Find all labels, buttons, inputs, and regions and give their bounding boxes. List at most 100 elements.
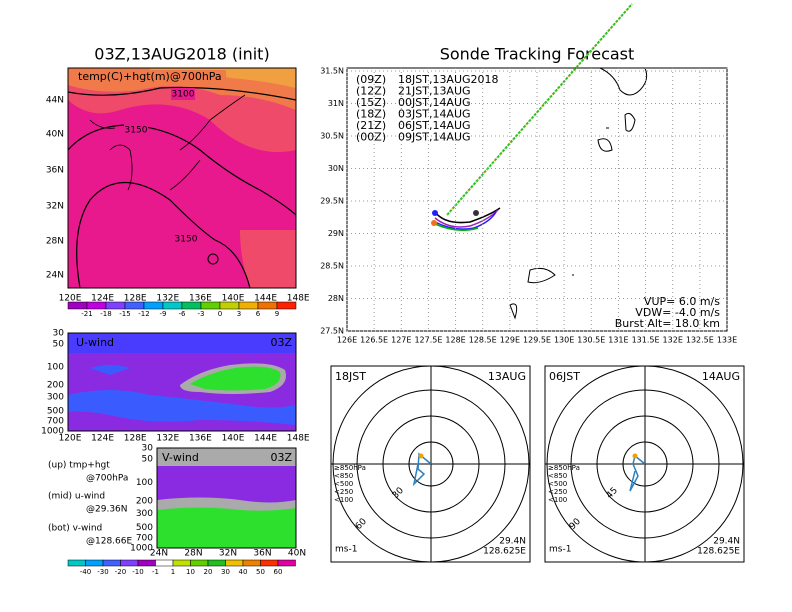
- level-label: <100: [548, 496, 567, 504]
- note: (mid) u-wind: [48, 492, 105, 502]
- lat-label: 44N: [46, 96, 64, 106]
- colorbar-cell: [225, 559, 244, 567]
- colorbar-label: 0: [218, 310, 222, 318]
- colorbar-cell: [102, 559, 121, 567]
- colorbar-label: 6: [256, 310, 261, 318]
- colorbar-label: 40: [239, 568, 248, 576]
- level-label: <500: [548, 480, 567, 488]
- v-time: 03Z: [270, 451, 292, 464]
- colorbar-cell: [200, 301, 221, 310]
- colorbar-label: -30: [97, 568, 108, 576]
- legend-time: 09JST,14AUG: [398, 131, 471, 144]
- contour-label: 3150: [175, 235, 198, 245]
- track-point: [473, 210, 479, 216]
- lat-label: 28N: [184, 549, 202, 559]
- colorbar-label: 30: [221, 568, 230, 576]
- v-field: [157, 507, 296, 548]
- lon-label: 120E: [59, 294, 82, 304]
- contour-label-bg: [174, 233, 198, 245]
- colorbar-label: -3: [198, 310, 205, 318]
- u-time: 03Z: [270, 336, 292, 349]
- level-label: <250: [548, 488, 567, 496]
- colorbar-label: -9: [160, 310, 167, 318]
- hodo-time: 06JST: [549, 370, 580, 383]
- colorbar-cell: [124, 301, 145, 310]
- lat-label: 28N: [46, 237, 64, 247]
- colorbar-cell: [190, 559, 209, 567]
- legend-time: 18JST,13AUG2018: [398, 73, 499, 86]
- colorbar-cell: [67, 559, 86, 567]
- pressure-label: 200: [47, 381, 64, 391]
- legend-time: 06JST,14AUG: [398, 119, 471, 132]
- lat-label: 36N: [46, 166, 64, 176]
- lon-label: 126E: [337, 336, 357, 345]
- hodo-lat: 29.4N: [499, 537, 526, 547]
- hodo-date: 13AUG: [488, 370, 526, 383]
- note: @29.36N: [86, 505, 128, 515]
- v-wind-panel: V-wind 03Z: [156, 447, 297, 549]
- map-label: temp(C)+hgt(m)@700hPa: [78, 70, 222, 83]
- pressure-label: 50: [53, 340, 65, 350]
- track-title: Sonde Tracking Forecast: [440, 45, 635, 64]
- note: @128.66E: [86, 537, 132, 547]
- colorbar-cell: [137, 559, 156, 567]
- colorbar-cell: [276, 301, 297, 310]
- lat-label: 31N: [328, 99, 344, 108]
- colorbar-cell: [85, 559, 104, 567]
- param: VUP= 6.0 m/s: [644, 295, 720, 308]
- lon-label: 136E: [189, 294, 212, 304]
- lon-label: 132E: [663, 336, 683, 345]
- legend-time: 03JST,14AUG: [398, 108, 471, 121]
- colorbar-cell: [172, 559, 191, 567]
- contour: [207, 253, 219, 265]
- lat-label: 40N: [46, 130, 64, 140]
- lon-label: 144E: [254, 294, 277, 304]
- level-label: <500: [334, 480, 353, 488]
- contour-label-bg: [171, 88, 195, 100]
- colorbar-label: 10: [186, 568, 195, 576]
- lon-label: 132E: [156, 294, 179, 304]
- lat-label: 32N: [219, 549, 237, 559]
- lon-label: 128E: [124, 434, 147, 444]
- track-panel: Sonde Tracking Forecast: [346, 3, 728, 332]
- contour: [67, 86, 297, 101]
- contour: [76, 181, 251, 289]
- legend-code: (12Z): [356, 85, 386, 98]
- colorbar-cell: [162, 301, 183, 310]
- hodo-lon: 128.625E: [483, 547, 526, 557]
- lon-label: 127E: [391, 336, 411, 345]
- contour-label: 3150: [125, 126, 148, 136]
- u-field: [68, 390, 296, 425]
- colorbar-label: -40: [80, 568, 91, 576]
- level-label: ≥850hPa: [548, 464, 580, 472]
- track-line: [434, 211, 497, 230]
- legend-code: (21Z): [356, 119, 386, 132]
- colorbar-cell: [86, 301, 107, 310]
- hodo-time: 18JST: [335, 370, 366, 383]
- lon-label: 136E: [189, 434, 212, 444]
- lon-label: 131.5E: [632, 336, 660, 345]
- level-label: <850: [548, 472, 567, 480]
- hodo-unit: ms-1: [335, 545, 357, 555]
- note: @700hPa: [86, 474, 128, 484]
- lat-label: 29.5N: [320, 197, 344, 206]
- colorbar-label: 50: [256, 568, 265, 576]
- colorbar-cell: [105, 301, 126, 310]
- track-point: [431, 220, 437, 226]
- pressure-label: 1000: [41, 427, 64, 437]
- hodo-point: [418, 453, 424, 459]
- colorbar-label: -21: [81, 310, 92, 318]
- legend-code: (15Z): [356, 96, 386, 109]
- u-wind-panel: U-wind 03Z: [67, 332, 297, 432]
- lon-label: 132E: [156, 434, 179, 444]
- colorbar-label: -20: [115, 568, 126, 576]
- u-field: [68, 333, 296, 353]
- frame: [156, 447, 297, 549]
- lon-label: 129.5E: [523, 336, 551, 345]
- lat-label: 24N: [46, 271, 64, 281]
- param: Burst Alt= 18.0 km: [615, 317, 720, 330]
- colorbar-cell: [120, 559, 139, 567]
- pressure-label: 30: [142, 444, 154, 454]
- warm-area: [150, 68, 296, 88]
- colorbar-cell: [238, 301, 259, 310]
